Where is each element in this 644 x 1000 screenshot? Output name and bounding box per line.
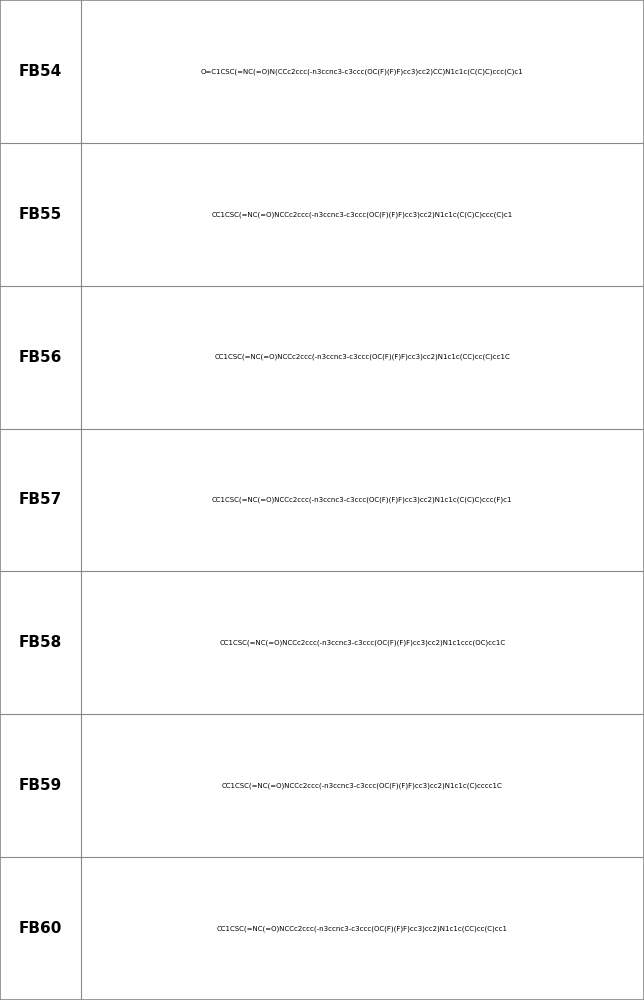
Text: FB58: FB58 bbox=[19, 635, 62, 650]
Text: CC1CSC(=NC(=O)NCCc2ccc(-n3ccnc3-c3ccc(OC(F)(F)F)cc3)cc2)N1c1ccc(OC)cc1C: CC1CSC(=NC(=O)NCCc2ccc(-n3ccnc3-c3ccc(OC… bbox=[219, 640, 506, 646]
Text: CC1CSC(=NC(=O)NCCc2ccc(-n3ccnc3-c3ccc(OC(F)(F)F)cc3)cc2)N1c1c(CC)cc(C)cc1C: CC1CSC(=NC(=O)NCCc2ccc(-n3ccnc3-c3ccc(OC… bbox=[214, 354, 510, 360]
Text: FB57: FB57 bbox=[19, 492, 62, 508]
Text: CC1CSC(=NC(=O)NCCc2ccc(-n3ccnc3-c3ccc(OC(F)(F)F)cc3)cc2)N1c1c(C(C)C)ccc(C)c1: CC1CSC(=NC(=O)NCCc2ccc(-n3ccnc3-c3ccc(OC… bbox=[212, 211, 513, 218]
Text: FB54: FB54 bbox=[19, 64, 62, 79]
Text: FB55: FB55 bbox=[19, 207, 62, 222]
Text: O=C1CSC(=NC(=O)N(CCc2ccc(-n3ccnc3-c3ccc(OC(F)(F)F)cc3)cc2)CC)N1c1c(C(C)C)ccc(C)c: O=C1CSC(=NC(=O)N(CCc2ccc(-n3ccnc3-c3ccc(… bbox=[201, 68, 524, 75]
Text: CC1CSC(=NC(=O)NCCc2ccc(-n3ccnc3-c3ccc(OC(F)(F)F)cc3)cc2)N1c1c(CC)cc(C)cc1: CC1CSC(=NC(=O)NCCc2ccc(-n3ccnc3-c3ccc(OC… bbox=[217, 925, 507, 932]
Text: CC1CSC(=NC(=O)NCCc2ccc(-n3ccnc3-c3ccc(OC(F)(F)F)cc3)cc2)N1c1c(C(C)C)ccc(F)c1: CC1CSC(=NC(=O)NCCc2ccc(-n3ccnc3-c3ccc(OC… bbox=[212, 497, 513, 503]
Text: CC1CSC(=NC(=O)NCCc2ccc(-n3ccnc3-c3ccc(OC(F)(F)F)cc3)cc2)N1c1c(C)cccc1C: CC1CSC(=NC(=O)NCCc2ccc(-n3ccnc3-c3ccc(OC… bbox=[222, 782, 502, 789]
Text: FB59: FB59 bbox=[19, 778, 62, 793]
Text: FB56: FB56 bbox=[19, 350, 62, 365]
Text: FB60: FB60 bbox=[19, 921, 62, 936]
